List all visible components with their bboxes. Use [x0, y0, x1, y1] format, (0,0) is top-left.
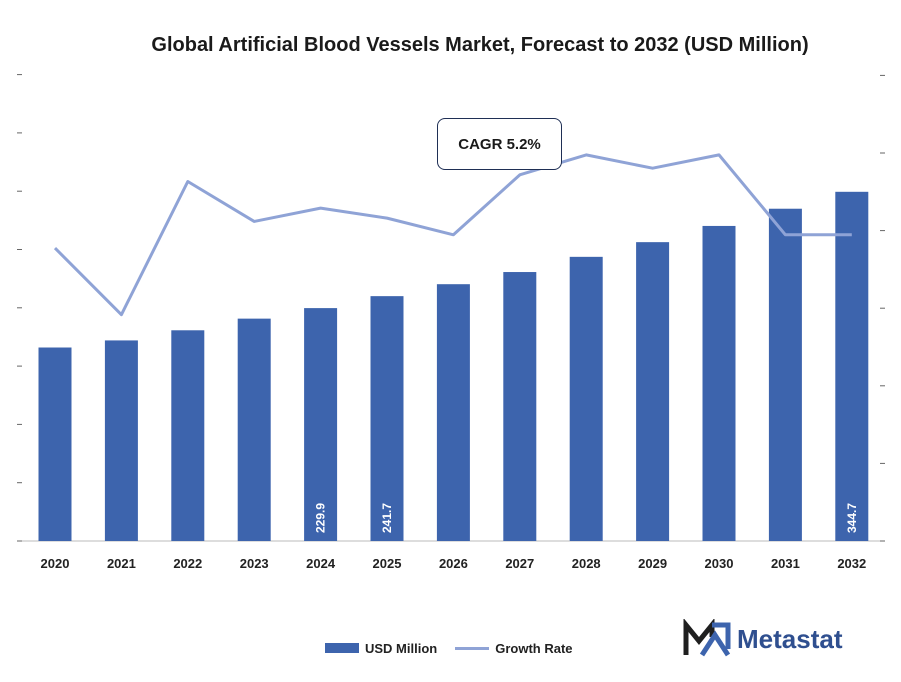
cagr-annotation: CAGR 5.2% — [437, 118, 562, 170]
bar-2032 — [835, 191, 869, 542]
bar-2031 — [768, 208, 802, 541]
bar-2021 — [104, 340, 138, 541]
x-tick-label: 2031 — [771, 556, 800, 571]
x-tick-label: 2024 — [306, 556, 336, 571]
bar-2022 — [171, 330, 205, 541]
bar-2020 — [38, 347, 72, 541]
legend-label-line: Growth Rate — [495, 640, 573, 656]
bar-2026 — [436, 284, 470, 541]
x-tick-label: 2027 — [505, 556, 534, 571]
bar-series — [38, 191, 869, 542]
legend-label-bars: USD Million — [365, 640, 438, 656]
growth-rate-line — [53, 153, 852, 317]
legend: USD Million Growth Rate — [325, 638, 591, 658]
bar-2029 — [636, 242, 670, 542]
x-tick-label: 2022 — [173, 556, 202, 571]
x-tick-label: 2029 — [638, 556, 667, 571]
growth-line-series — [53, 153, 852, 317]
bar-2024 — [304, 308, 338, 541]
x-tick-label: 2030 — [705, 556, 734, 571]
x-tick-label: 2026 — [439, 556, 468, 571]
bar-2027 — [503, 272, 537, 541]
legend-item-line: Growth Rate — [455, 640, 573, 656]
x-tick-label: 2032 — [837, 556, 866, 571]
metastat-logo: Metastat — [683, 618, 842, 660]
legend-item-bars: USD Million — [325, 641, 437, 656]
x-axis: 2020 2021 2022 2023 2024 2025 2026 2027 2028 2029… — [41, 556, 867, 571]
x-tick-label: 2025 — [373, 556, 402, 571]
legend-swatch-bar — [325, 643, 359, 653]
bar-2023 — [237, 318, 271, 541]
legend-swatch-line — [455, 646, 490, 650]
bar-2028 — [569, 256, 603, 541]
logo-text: Metastat — [737, 623, 843, 654]
metastat-m-icon — [683, 619, 731, 657]
data-label: 241.7 — [380, 503, 394, 533]
x-tick-label: 2021 — [107, 556, 136, 571]
data-labels: 229.9 241.7 344.7 — [314, 503, 859, 533]
bar-2025 — [370, 296, 404, 541]
data-label: 344.7 — [845, 503, 859, 533]
bar-2030 — [702, 225, 736, 541]
x-tick-label: 2023 — [240, 556, 269, 571]
right-axis — [880, 74, 885, 542]
x-tick-label: 2020 — [41, 556, 70, 571]
chart-title: Global Artificial Blood Vessels Market, … — [151, 34, 809, 56]
data-label: 229.9 — [314, 503, 328, 533]
x-tick-label: 2028 — [572, 556, 601, 571]
